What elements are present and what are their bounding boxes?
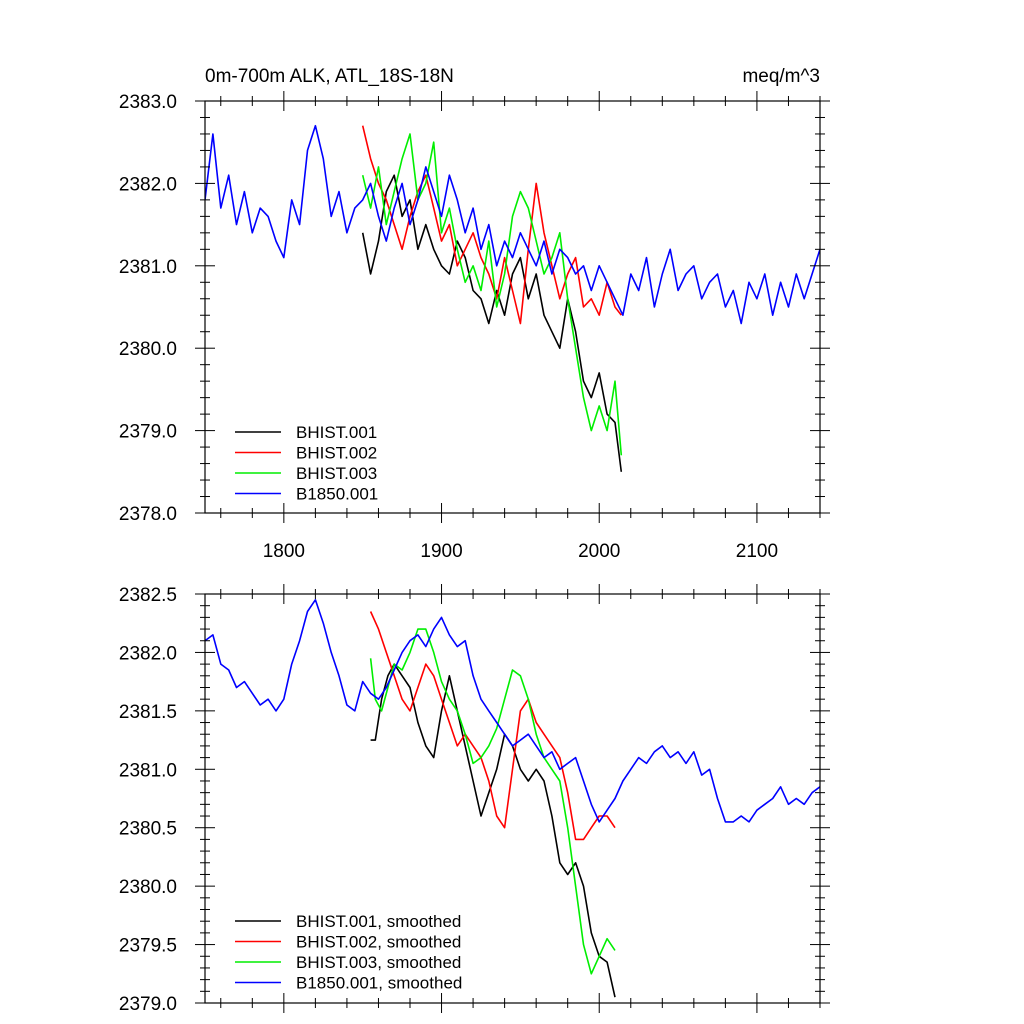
y-tick-label: 2380.0 [119,877,177,898]
y-tick-label: 2380.0 [119,339,177,360]
legend-label: BHIST.003 [296,464,377,483]
x-tick-label: 2100 [736,541,778,562]
legend-label: BHIST.002 [296,444,377,463]
x-tick-label: 2000 [578,541,620,562]
bottom-panel-marks [205,598,820,998]
y-tick-label: 2379.0 [119,422,177,443]
plot-frame [204,100,821,514]
top-panel-axes: 1800 1900 2000 2100 2378.0 2379.0 2380.0 2381.0… [119,91,830,562]
series-line-b1850-001 [205,124,820,325]
y-tick-label: 2381.5 [119,702,177,723]
y-tick-label: 2383.0 [119,92,177,113]
top-panel-marks [205,124,820,472]
bottom-panel-legend: BHIST.001, smoothed BHIST.002, smoothedBH… [235,912,462,993]
y-tick-label: 2379.0 [119,994,177,1015]
y-tick-label: 2382.5 [119,585,177,606]
legend-label: BHIST.002, smoothed [296,933,461,952]
bottom-panel-axes: 2379.0 2379.5 2380.0 2380.5 2381.0 2381.5 2382… [119,584,830,1015]
top-panel: 0m-700m ALK, ATL_18S-18N meq/m^3 1800 190… [119,66,830,562]
legend-label: BHIST.003, smoothed [296,953,461,972]
y-tick-label: 2381.0 [119,257,177,278]
series-line-bhist-003-smoothed [369,628,616,975]
bottom-panel: 2379.0 2379.5 2380.0 2380.5 2381.0 2381.5 2382… [119,584,830,1015]
y-tick-label: 2380.5 [119,819,177,840]
series-line-b1850-001-smoothed [205,598,820,823]
series-line-bhist-002 [361,125,622,325]
plot-frame [204,593,821,1004]
top-panel-title: 0m-700m ALK, ATL_18S-18N [205,66,454,87]
series-line-bhist-001 [361,174,623,472]
legend-label: BHIST.001 [296,423,377,442]
y-tick-label: 2381.0 [119,760,177,781]
y-tick-label: 2382.0 [119,643,177,664]
y-tick-label: 2379.5 [119,936,177,957]
top-panel-units: meq/m^3 [742,66,820,87]
legend-label: B1850.001, smoothed [296,974,462,993]
x-tick-label: 1800 [263,541,305,562]
series-line-bhist-002-smoothed [369,611,616,841]
series-line-bhist-003 [361,133,623,456]
legend-label: BHIST.001, smoothed [296,912,461,931]
x-tick-label: 1900 [420,541,462,562]
y-tick-label: 2382.0 [119,174,177,195]
y-tick-label: 2378.0 [119,504,177,525]
legend-label: B1850.001 [296,485,378,504]
